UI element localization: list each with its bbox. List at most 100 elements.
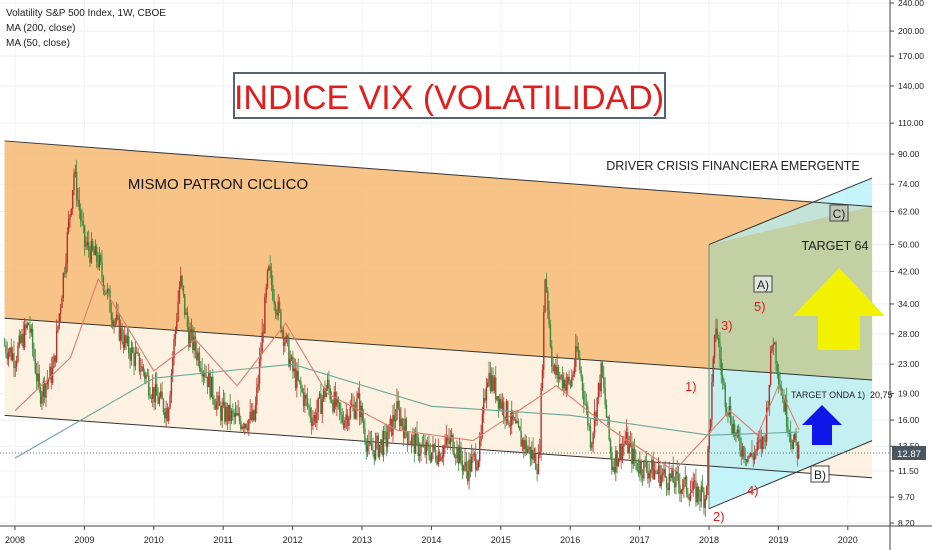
candle-body — [584, 403, 586, 405]
candle-body — [308, 406, 310, 408]
candle-body — [469, 459, 472, 472]
candle-body — [260, 354, 262, 360]
y-tick-label: 140.00 — [898, 81, 924, 91]
candle-body — [717, 338, 720, 344]
candle-body — [280, 310, 282, 332]
candle-body — [481, 413, 484, 434]
candle-body — [725, 406, 728, 413]
candle-body — [75, 171, 78, 201]
x-tick-label: 2009 — [74, 535, 94, 545]
candle-body — [561, 375, 564, 388]
candle-body — [580, 369, 582, 377]
candle-body — [172, 358, 174, 374]
candle-body — [58, 313, 61, 327]
candle-body — [35, 373, 38, 382]
candle-body — [54, 355, 57, 362]
candle-body — [565, 384, 568, 391]
candle-body — [270, 270, 273, 286]
candle-body — [648, 473, 650, 479]
candle-body — [98, 255, 101, 268]
candle-body — [134, 353, 137, 367]
candle-body — [193, 336, 195, 351]
candle-body — [499, 399, 501, 409]
candle-body — [114, 320, 117, 322]
candle-body — [488, 373, 490, 383]
candle-body — [775, 342, 777, 365]
candle-body — [177, 301, 179, 322]
candle-body — [508, 422, 510, 427]
candle-body — [312, 421, 314, 426]
candle-body — [712, 357, 714, 383]
candle-body — [10, 347, 12, 360]
candle-body — [631, 442, 633, 465]
candle-body — [596, 397, 598, 421]
candle-body — [26, 323, 28, 328]
candle-body — [316, 412, 318, 424]
candle-body — [232, 410, 234, 413]
candle-body — [59, 307, 62, 314]
candle-body — [218, 395, 221, 406]
candle-body — [83, 225, 86, 247]
candle-body — [529, 446, 532, 459]
candle-body — [704, 498, 706, 508]
candle-body — [356, 397, 358, 412]
candle-body — [409, 443, 412, 446]
candle-body — [265, 287, 267, 298]
candle-body — [655, 470, 657, 473]
candle-body — [462, 466, 465, 471]
candle-body — [471, 456, 473, 472]
candle-body — [771, 345, 773, 352]
candle-body — [47, 379, 50, 382]
candle-body — [290, 356, 293, 360]
candle-body — [404, 418, 406, 439]
candle-body — [450, 434, 453, 438]
candle-body — [587, 406, 589, 426]
candle-body — [493, 377, 496, 391]
candle-body — [130, 347, 133, 361]
candle-body — [196, 351, 198, 361]
candle-body — [454, 456, 457, 459]
candle-body — [305, 394, 307, 399]
candle-body — [176, 321, 178, 330]
upper-channel-line — [4, 140, 873, 208]
candle-body — [544, 279, 546, 313]
candle-body — [559, 377, 561, 380]
candle-body — [78, 200, 81, 211]
candle-body — [234, 413, 237, 417]
candle-body — [253, 410, 255, 421]
candle-body — [23, 324, 26, 348]
candle-body — [206, 376, 209, 388]
candle-body — [321, 398, 323, 414]
candle-body — [273, 299, 275, 305]
candle-body — [49, 366, 51, 380]
candle-body — [458, 446, 461, 464]
candle-body — [124, 335, 126, 348]
candle-body — [507, 401, 509, 423]
candle-body — [736, 429, 738, 434]
candle-body — [392, 414, 394, 436]
candle-body — [456, 447, 458, 459]
candle-body — [430, 452, 433, 462]
candle-body — [605, 404, 608, 418]
candle-body — [543, 312, 545, 370]
candle-body — [781, 395, 784, 399]
candle-body — [266, 270, 269, 288]
candle-body — [763, 436, 765, 441]
candle-body — [533, 453, 536, 460]
candle-body — [128, 336, 130, 354]
time-axis[interactable]: 2008 2009 2010 2011 2012 2013 2014 2015 2016 2017… — [0, 525, 932, 545]
candle-body — [420, 446, 422, 455]
candle-body — [184, 294, 186, 315]
candle-body — [791, 442, 793, 449]
candle-body — [320, 393, 322, 414]
candle-body — [623, 443, 625, 447]
candle-body — [126, 336, 129, 344]
legend-instrument: Volatility S&P 500 Index, 1W, CBOE — [6, 8, 166, 19]
candle-body — [668, 473, 670, 491]
wave-label-c: C) — [833, 207, 846, 221]
candle-body — [398, 408, 401, 427]
candle-body — [424, 444, 426, 455]
candle-body — [90, 241, 93, 263]
candle-body — [516, 421, 518, 424]
